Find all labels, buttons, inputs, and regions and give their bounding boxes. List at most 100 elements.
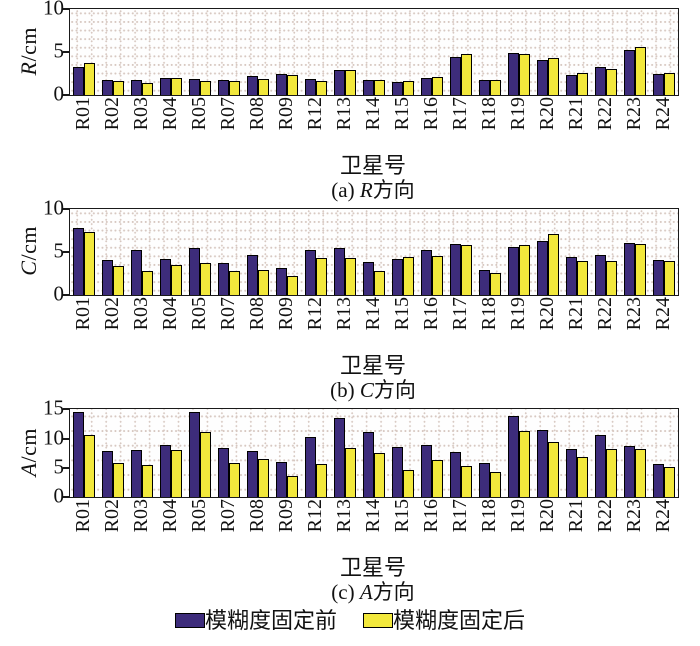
- bar-after-R04: [171, 265, 183, 296]
- bar-after-R23: [634, 46, 646, 95]
- bar-after-R13: [345, 258, 357, 296]
- bar-group-R07: [215, 409, 244, 498]
- x-tick-label: R17: [448, 297, 471, 331]
- bar-group-R18: [475, 409, 504, 498]
- x-tick-slot: R17: [445, 297, 474, 354]
- bar-before-R23: [623, 50, 635, 95]
- x-tick-slot: R18: [474, 97, 503, 154]
- bar-after-R02: [113, 265, 125, 296]
- x-tick-slot: R21: [561, 297, 590, 354]
- y-tick-mark: [63, 467, 69, 470]
- bar-before-R08: [247, 254, 259, 296]
- bar-before-R02: [102, 259, 114, 296]
- bar-before-R20: [536, 429, 548, 498]
- x-tick-label: R12: [304, 97, 327, 131]
- x-tick-slot: R17: [445, 499, 474, 556]
- bar-group-R05: [186, 209, 215, 296]
- bar-group-R07: [215, 209, 244, 296]
- bar-after-R01: [84, 63, 96, 95]
- bar-after-R15: [402, 81, 414, 95]
- x-tick-slot: R02: [98, 499, 127, 556]
- bar-before-R22: [594, 66, 606, 95]
- y-tick-label: 10: [43, 0, 64, 20]
- bar-after-R19: [518, 245, 530, 296]
- x-tick-label: R22: [593, 499, 616, 533]
- y-tick-label: 10: [43, 195, 64, 220]
- x-tick-label: R04: [159, 97, 182, 131]
- bar-before-R19: [507, 247, 519, 296]
- x-tick-slot: R07: [214, 297, 243, 354]
- x-tick-slot: R22: [590, 97, 619, 154]
- bar-before-R13: [334, 417, 346, 498]
- y-tick-label: 0: [53, 81, 65, 106]
- x-tick-slot: R12: [301, 97, 330, 154]
- x-tick-label: R19: [506, 499, 529, 533]
- bar-after-R15: [402, 257, 414, 296]
- x-tick-slot: R05: [185, 97, 214, 154]
- x-axis-title: 卫星号: [339, 555, 406, 581]
- y-tick-label: 5: [53, 238, 65, 263]
- x-tick-label: R02: [101, 499, 124, 533]
- x-tick-label: R22: [593, 97, 616, 131]
- x-tick-slot: R20: [532, 97, 561, 154]
- x-tick-label: R09: [275, 97, 298, 131]
- bar-before-R18: [478, 270, 490, 296]
- x-tick-slot: R22: [590, 297, 619, 354]
- legend-label-after: 模糊度固定后: [393, 607, 526, 633]
- bar-before-R20: [536, 241, 548, 296]
- x-axis-tick-labels: R01 R02 R03 R04 R05 R07 R08 R09 R12 R13 R14 R15 R16 R…: [69, 97, 677, 154]
- bar-before-R04: [160, 259, 172, 296]
- bar-group-R02: [99, 209, 128, 296]
- bar-after-R09: [287, 276, 299, 296]
- bar-before-R17: [449, 452, 461, 498]
- bar-group-R01: [70, 209, 99, 296]
- x-tick-label: R22: [593, 297, 616, 331]
- x-tick-slot: R05: [185, 297, 214, 354]
- x-tick-slot: R24: [648, 499, 677, 556]
- bar-before-R24: [652, 463, 664, 498]
- x-tick-slot: R09: [272, 297, 301, 354]
- bar-before-R14: [363, 261, 374, 296]
- bar-group-R15: [388, 409, 417, 498]
- bar-before-R03: [131, 450, 143, 498]
- bar-group-R08: [244, 9, 273, 95]
- x-tick-label: R21: [564, 97, 587, 131]
- bar-group-R08: [244, 209, 273, 296]
- bar-before-R02: [102, 79, 114, 95]
- x-axis-tick-labels: R01 R02 R03 R04 R05 R07 R08 R09 R12 R13 R14 R15 R16 R…: [69, 297, 677, 354]
- x-tick-label: R18: [477, 297, 500, 331]
- caption-suffix: 方向: [372, 580, 415, 605]
- x-tick-slot: R02: [98, 97, 127, 154]
- bar-after-R12: [316, 463, 328, 498]
- bar-after-R07: [229, 271, 241, 296]
- bar-before-R01: [73, 67, 85, 95]
- x-tick-slot: R09: [272, 97, 301, 154]
- bar-after-R18: [489, 80, 501, 95]
- bar-group-R13: [331, 209, 360, 296]
- x-tick-slot: R17: [445, 97, 474, 154]
- x-tick-slot: R15: [387, 297, 416, 354]
- bar-after-R07: [229, 81, 241, 95]
- x-tick-label: R21: [564, 499, 587, 533]
- x-tick-label: R17: [448, 499, 471, 533]
- x-tick-slot: R12: [301, 499, 330, 556]
- bar-after-R20: [547, 58, 559, 95]
- bar-after-R03: [142, 464, 154, 498]
- x-tick-slot: R03: [127, 97, 156, 154]
- bar-after-R24: [663, 466, 675, 498]
- x-tick-slot: R15: [387, 97, 416, 154]
- bar-after-R02: [113, 462, 125, 498]
- caption-letter: C: [359, 378, 374, 403]
- bar-after-R12: [316, 81, 328, 95]
- bar-before-R18: [478, 80, 490, 95]
- bar-after-R17: [460, 53, 472, 95]
- bar-after-R23: [634, 244, 646, 296]
- bar-before-R05: [189, 412, 201, 498]
- bar-group-R22: [591, 209, 620, 296]
- x-tick-label: R13: [333, 97, 356, 131]
- bar-group-R04: [157, 9, 186, 95]
- bar-before-R21: [565, 75, 577, 95]
- bar-group-R23: [620, 9, 649, 95]
- x-tick-label: R07: [217, 499, 240, 533]
- x-tick-label: R21: [564, 297, 587, 331]
